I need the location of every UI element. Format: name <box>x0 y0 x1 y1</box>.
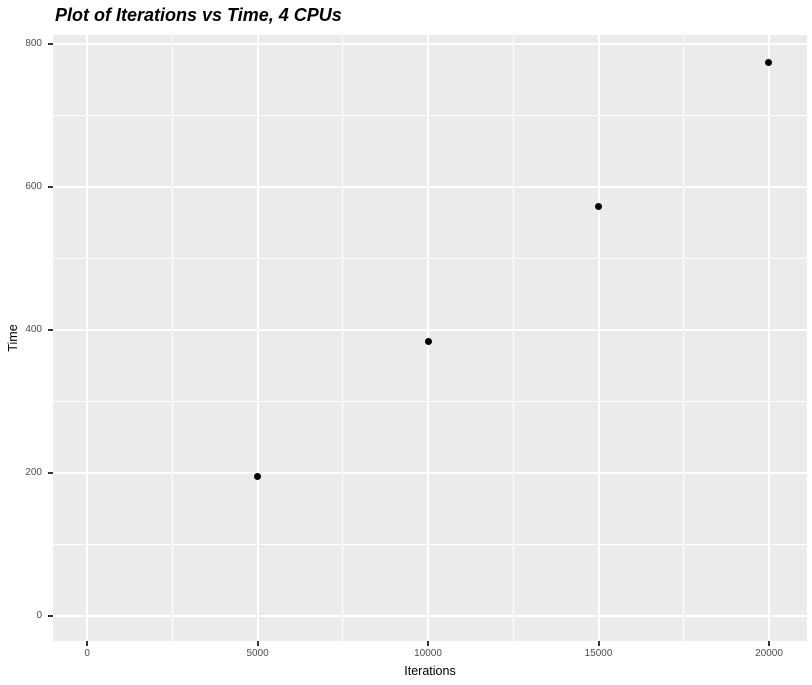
x-minor-gridline <box>342 35 344 641</box>
data-point <box>254 473 262 481</box>
y-major-gridline <box>53 614 807 617</box>
x-tick-label: 0 <box>84 648 90 659</box>
y-major-gridline <box>53 472 807 475</box>
y-minor-gridline <box>53 115 807 117</box>
x-tick-mark <box>86 641 89 646</box>
y-tick-label: 400 <box>25 324 42 336</box>
x-tick-mark <box>597 641 600 646</box>
y-tick-label: 200 <box>25 467 42 479</box>
x-axis-title: Iterations <box>404 664 456 678</box>
plot-panel <box>53 35 807 641</box>
y-major-gridline <box>53 186 807 189</box>
x-minor-gridline <box>683 35 685 641</box>
data-point <box>595 203 602 210</box>
y-major-gridline <box>53 43 807 46</box>
y-minor-gridline <box>53 258 807 260</box>
y-tick-mark <box>48 472 53 475</box>
x-major-gridline <box>86 35 89 641</box>
y-tick-mark <box>48 43 53 46</box>
y-axis-title: Time <box>6 324 20 352</box>
y-tick-mark <box>48 186 53 189</box>
y-tick-label: 800 <box>25 38 42 50</box>
x-tick-label: 15000 <box>584 648 613 659</box>
y-minor-gridline <box>53 544 807 546</box>
data-point <box>424 338 432 346</box>
y-minor-gridline <box>53 401 807 403</box>
x-tick-label: 10000 <box>414 648 442 659</box>
x-major-gridline <box>597 35 600 641</box>
x-tick-label: 20000 <box>755 648 783 659</box>
y-tick-label: 0 <box>36 609 42 621</box>
x-tick-mark <box>767 641 770 646</box>
x-major-gridline <box>427 35 430 641</box>
x-minor-gridline <box>512 35 514 641</box>
x-major-gridline <box>767 35 770 641</box>
y-tick-label: 600 <box>25 181 42 193</box>
data-point <box>765 59 773 67</box>
y-major-gridline <box>53 329 807 332</box>
y-tick-mark <box>48 329 53 332</box>
x-major-gridline <box>256 35 259 641</box>
y-tick-mark <box>48 614 53 617</box>
x-minor-gridline <box>171 35 173 641</box>
x-tick-mark <box>427 641 430 646</box>
plot-title: Plot of Iterations vs Time, 4 CPUs <box>55 5 342 25</box>
x-tick-label: 5000 <box>246 648 269 659</box>
x-tick-mark <box>256 641 259 646</box>
